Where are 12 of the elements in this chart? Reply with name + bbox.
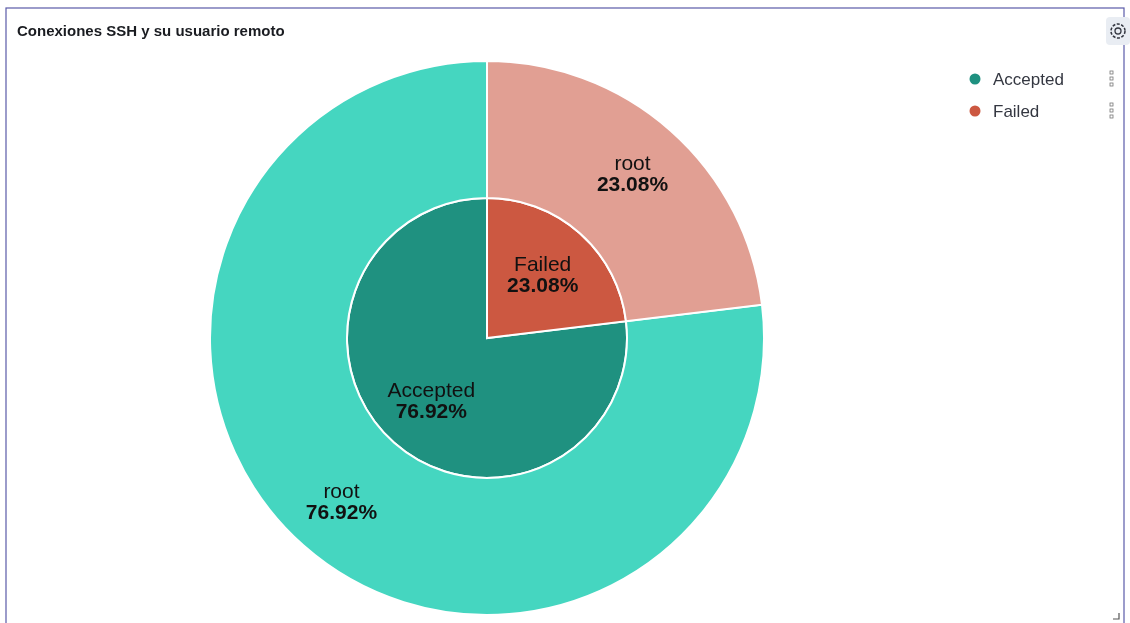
data-label: 76.92% [305, 500, 378, 524]
pie-slice [346, 197, 628, 479]
slice-label: Failed [514, 252, 572, 276]
slice-label: root [614, 150, 651, 174]
data-label: 23.08% [507, 273, 579, 297]
legend-label: Accepted [993, 70, 1064, 89]
text: Conexiones SSH y su usuario remoto [17, 22, 285, 39]
donut-slice [209, 60, 765, 616]
slice-label: root [323, 479, 360, 503]
slice-label: Accepted [387, 377, 476, 401]
legend-label: Failed [993, 102, 1040, 121]
data-label: 23.08% [596, 171, 669, 195]
